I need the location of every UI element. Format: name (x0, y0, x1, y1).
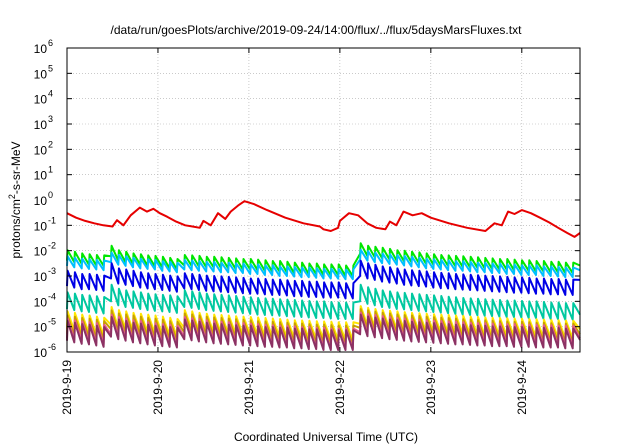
y-tick-exponent: -3 (48, 266, 56, 276)
y-tick-label: 10 (34, 42, 48, 56)
y-tick-label: 10 (34, 194, 48, 208)
y-tick-exponent: 6 (48, 38, 53, 48)
y-axis-label-superscript: 2 (7, 194, 17, 199)
y-tick-label: 10 (34, 93, 48, 107)
y-axis-label-part: protons/cm (9, 199, 23, 258)
y-tick-label: 10 (34, 295, 48, 309)
series-line-4 (66, 259, 581, 300)
y-tick-exponent: 4 (48, 89, 53, 99)
y-tick-exponent: -6 (48, 342, 56, 352)
y-tick-label: 10 (34, 270, 48, 284)
y-tick-exponent: -1 (48, 215, 56, 225)
x-tick-label: 2019-9-23 (424, 360, 438, 415)
x-axis-label: Coordinated Universal Time (UTC) (234, 430, 418, 444)
y-tick-exponent: -4 (48, 291, 56, 301)
y-tick-label: 10 (34, 321, 48, 335)
series-line-1 (66, 200, 581, 238)
y-tick-label: 10 (34, 245, 48, 259)
y-tick-exponent: 0 (48, 190, 53, 200)
chart-title: /data/run/goesPlots/archive/2019-09-24/1… (111, 23, 523, 37)
x-tick-label: 2019-9-24 (515, 360, 529, 415)
x-axis: 2019-9-19 2019-9-20 2019-9-21 2019-9-22 2019… (60, 48, 529, 415)
y-tick-exponent: 1 (48, 165, 53, 175)
y-axis-label-part: -s-sr-MeV (9, 141, 23, 194)
y-tick-exponent: -2 (48, 241, 56, 251)
x-tick-label: 2019-9-21 (242, 360, 256, 415)
y-axis-label: protons/cm2-s-sr-MeV (7, 141, 23, 258)
y-tick-exponent: 2 (48, 139, 53, 149)
y-tick-label: 10 (34, 346, 48, 360)
x-tick-label: 2019-9-20 (151, 360, 165, 415)
y-tick-exponent: 3 (48, 114, 53, 124)
x-tick-label: 2019-9-22 (333, 360, 347, 415)
y-tick-exponent: 5 (48, 63, 53, 73)
y-tick-label: 10 (34, 67, 48, 81)
series-line-9 (66, 313, 581, 351)
y-tick-label: 10 (34, 118, 48, 132)
series-layer (66, 200, 581, 351)
y-tick-exponent: -5 (48, 317, 56, 327)
series-line-3 (66, 248, 581, 281)
y-tick-label: 10 (34, 219, 48, 233)
y-axis: 10 -610 -510 -410 -310 -210 -110 010 110 210 310 41… (34, 38, 580, 360)
x-tick-label: 2019-9-19 (60, 360, 74, 415)
y-tick-label: 10 (34, 169, 48, 183)
series-line-5 (66, 283, 581, 321)
y-tick-label: 10 (34, 143, 48, 157)
